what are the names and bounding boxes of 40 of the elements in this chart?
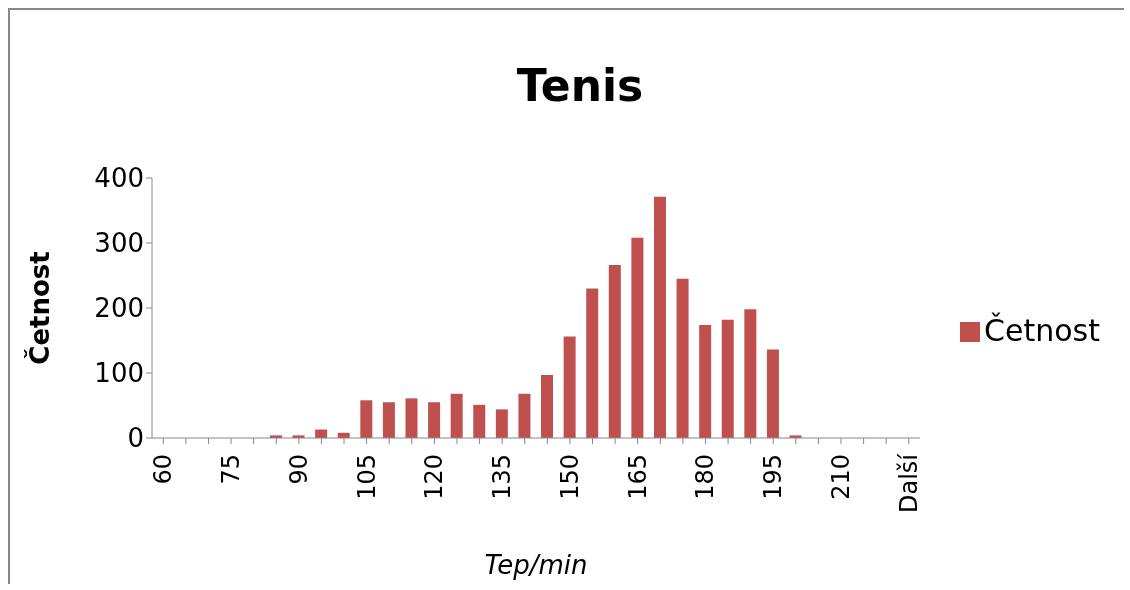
x-tick-label: 60 xyxy=(149,454,178,485)
y-axis-title: Četnost xyxy=(24,251,56,365)
bar xyxy=(541,374,554,438)
bar xyxy=(608,265,621,438)
bar xyxy=(450,393,463,438)
bar xyxy=(563,336,576,438)
x-tick-label: 75 xyxy=(217,454,246,485)
bar xyxy=(473,404,486,438)
x-tick-label: 135 xyxy=(488,454,517,500)
x-tick-label: Další xyxy=(894,452,923,514)
bar xyxy=(766,349,779,438)
y-tick-label: 200 xyxy=(94,293,144,324)
bar xyxy=(405,398,418,438)
x-axis-title: Tep/min xyxy=(484,550,588,580)
x-tick-label: 90 xyxy=(284,454,313,485)
bar xyxy=(382,402,395,438)
y-tick-label: 100 xyxy=(94,358,144,389)
bar xyxy=(744,309,757,438)
bar xyxy=(586,288,599,438)
bar xyxy=(428,402,441,438)
x-tick-label: 105 xyxy=(352,454,381,500)
bar xyxy=(360,400,373,438)
x-tick-label: 180 xyxy=(691,454,720,500)
legend-label: Četnost xyxy=(984,312,1100,348)
x-tick-label: 165 xyxy=(623,454,652,500)
y-tick-label: 300 xyxy=(94,228,144,259)
x-tick-label: 195 xyxy=(759,454,788,500)
bar xyxy=(676,278,689,438)
bar xyxy=(721,319,734,438)
x-tick-label: 150 xyxy=(555,454,584,500)
bar xyxy=(518,393,531,438)
bar xyxy=(653,196,666,438)
x-tick-label: 120 xyxy=(420,454,449,500)
chart-title: Tenis xyxy=(515,60,645,111)
bar xyxy=(631,237,644,438)
y-tick-label: 400 xyxy=(94,163,144,194)
bar xyxy=(699,324,712,438)
y-tick-label: 0 xyxy=(127,423,144,454)
x-tick-label: 210 xyxy=(827,454,855,500)
bar xyxy=(495,409,508,438)
